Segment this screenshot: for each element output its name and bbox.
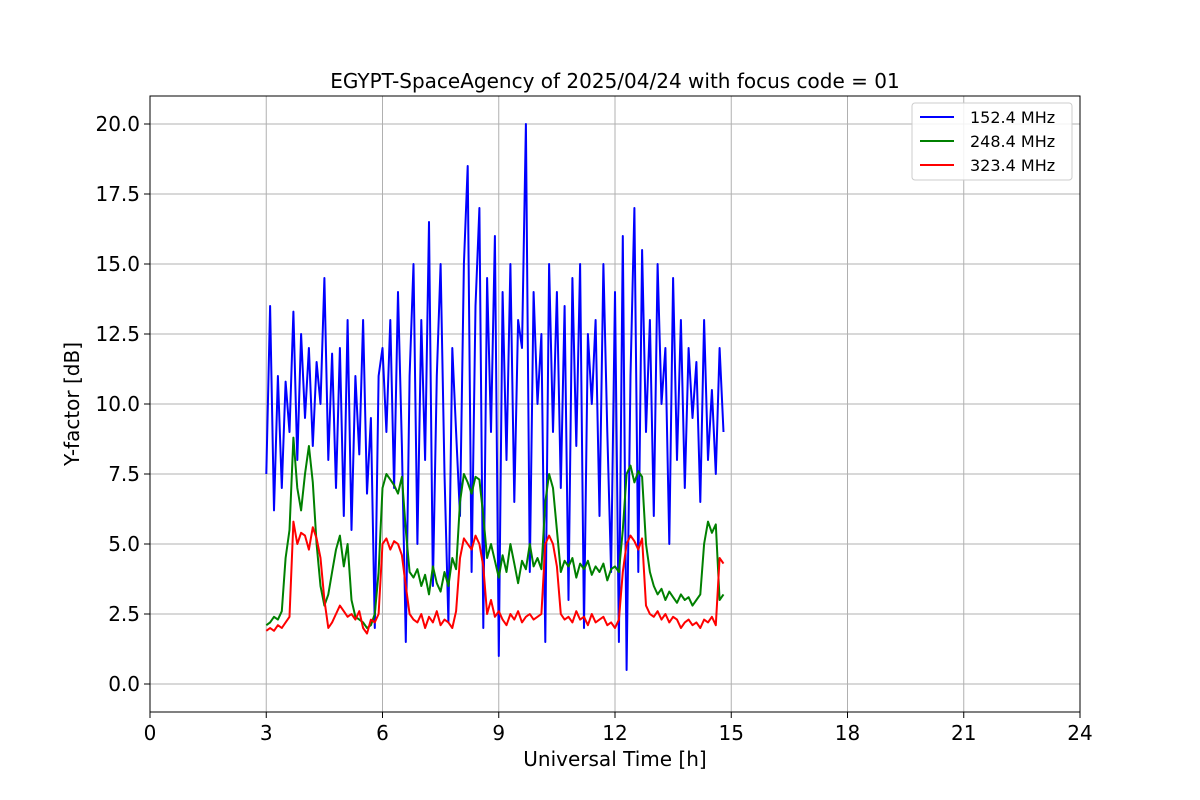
x-tick-label: 0: [144, 721, 157, 745]
y-tick-label: 2.5: [108, 602, 140, 626]
x-tick-label: 15: [719, 721, 744, 745]
x-tick-label: 21: [951, 721, 976, 745]
legend-label-2: 248.4 MHz: [970, 132, 1055, 151]
series-line-3: [265, 520, 725, 635]
series-line-2: [265, 436, 725, 629]
y-axis: 0.0 2.5 5.0 7.5 10.0 12.5 15.0 17.5 20.0: [95, 112, 150, 696]
x-tick-label: 9: [492, 721, 505, 745]
x-tick-label: 6: [376, 721, 389, 745]
series-layer: [265, 123, 725, 671]
chart-title: EGYPT-SpaceAgency of 2025/04/24 with foc…: [330, 69, 899, 93]
y-tick-label: 12.5: [95, 322, 140, 346]
y-axis-title: Y-factor [dB]: [60, 342, 84, 467]
x-axis-title: Universal Time [h]: [523, 747, 706, 771]
x-tick-label: 12: [602, 721, 627, 745]
y-tick-label: 17.5: [95, 182, 140, 206]
x-tick-label: 18: [835, 721, 860, 745]
series-line-1: [265, 123, 725, 671]
legend: 152.4 MHz 248.4 MHz 323.4 MHz: [911, 102, 1073, 181]
y-tick-label: 15.0: [95, 252, 140, 276]
x-tick-label: 24: [1067, 721, 1092, 745]
y-tick-label: 7.5: [108, 462, 140, 486]
y-tick-label: 10.0: [95, 392, 140, 416]
legend-box: [911, 102, 1073, 181]
y-tick-label: 20.0: [95, 112, 140, 136]
y-tick-label: 5.0: [108, 532, 140, 556]
x-axis: 0 3 6 9 12 15 18 21 24: [144, 712, 1093, 745]
legend-label-3: 323.4 MHz: [970, 156, 1055, 175]
y-tick-label: 0.0: [108, 672, 140, 696]
legend-label-1: 152.4 MHz: [970, 108, 1055, 127]
x-tick-label: 3: [260, 721, 273, 745]
